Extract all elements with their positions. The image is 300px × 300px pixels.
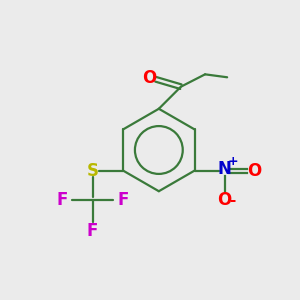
Text: F: F (56, 191, 68, 209)
Text: -: - (230, 193, 236, 208)
Text: F: F (87, 222, 98, 240)
Text: F: F (117, 191, 128, 209)
Text: O: O (218, 191, 232, 209)
Text: +: + (227, 155, 238, 168)
Text: S: S (86, 162, 98, 180)
Text: O: O (142, 69, 157, 87)
Text: N: N (218, 160, 232, 178)
Text: O: O (248, 162, 262, 180)
